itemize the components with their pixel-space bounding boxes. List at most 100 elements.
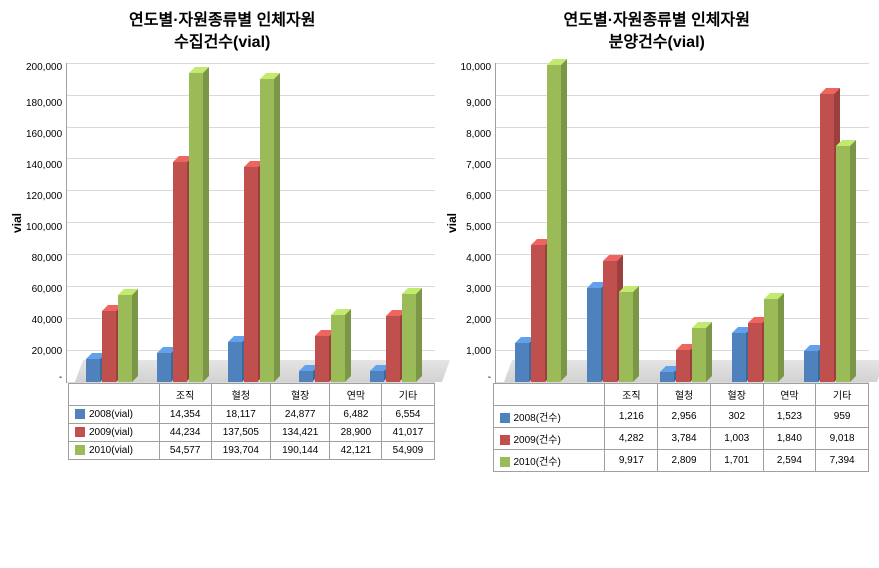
table-cell: 1,216 (605, 405, 658, 427)
bar-front (228, 342, 242, 382)
bar-front (515, 343, 529, 382)
bar (244, 167, 258, 381)
bar-front (386, 316, 400, 381)
bar (692, 328, 706, 382)
bar (619, 292, 633, 382)
bar (587, 288, 601, 382)
table-cell: 18,117 (211, 405, 270, 423)
table-cell: 190,144 (271, 441, 330, 459)
bar-group (215, 63, 286, 382)
table-header: 혈장 (271, 383, 330, 405)
y-tick: 100,000 (26, 223, 62, 233)
table-header: 연막 (330, 383, 382, 405)
chart1-table: 조직혈청혈장연막기타2008(vial)14,35418,11724,8776,… (10, 383, 435, 460)
legend-swatch (75, 445, 85, 455)
table-header: 혈장 (710, 383, 763, 405)
bar-front (402, 294, 416, 382)
table-cell: 28,900 (330, 423, 382, 441)
legend-name: 2010(vial) (89, 445, 133, 456)
y-tick: 8,000 (461, 130, 492, 140)
bar-group (286, 63, 357, 382)
table-cell: 2,956 (658, 405, 711, 427)
bar-front (732, 333, 746, 382)
bar (118, 295, 132, 382)
bar-front (331, 315, 345, 382)
bar-front (370, 371, 384, 381)
chart2-title: 연도별·자원종류별 인체자원분양건수(vial) (564, 10, 750, 55)
bar-group (357, 63, 428, 382)
bar-group (791, 63, 863, 382)
bar (764, 299, 778, 382)
table-cell: 7,394 (816, 449, 869, 471)
y-tick: 5,000 (461, 223, 492, 233)
table-cell: 9,917 (605, 449, 658, 471)
y-tick: 40,000 (26, 316, 62, 326)
table-header: 기타 (816, 383, 869, 405)
bar-front (86, 359, 100, 382)
table-cell: 959 (816, 405, 869, 427)
legend-swatch (500, 413, 510, 423)
legend-cell: 2010(건수) (493, 449, 605, 471)
chart1-plot (66, 63, 434, 383)
y-tick: 3,000 (461, 285, 492, 295)
bar (402, 294, 416, 382)
table-cell: 1,523 (763, 405, 816, 427)
bar-front (189, 73, 203, 382)
bar-side (345, 309, 351, 382)
chart2-table: 조직혈청혈장연막기타2008(건수)1,2162,9563021,5239592… (445, 383, 870, 472)
bar (315, 336, 329, 382)
bar (86, 359, 100, 382)
y-tick: 9,000 (461, 99, 492, 109)
bar (157, 353, 171, 382)
y-tick: 2,000 (461, 316, 492, 326)
bar-front (102, 311, 116, 382)
legend-swatch (500, 457, 510, 467)
y-axis: vial200,000180,000160,000140,000120,0001… (10, 63, 66, 383)
table-cell: 24,877 (271, 405, 330, 423)
bar-side (778, 293, 784, 382)
legend-name: 2008(vial) (89, 409, 133, 420)
y-tick: 140,000 (26, 161, 62, 171)
legend-cell: 2008(건수) (493, 405, 605, 427)
y-ticks: 200,000180,000160,000140,000120,000100,0… (26, 63, 66, 383)
table-row: 2008(건수)1,2162,9563021,523959 (493, 405, 869, 427)
chart2-panel: 연도별·자원종류별 인체자원분양건수(vial)vial10,0009,0008… (445, 10, 870, 472)
y-tick: 1,000 (461, 347, 492, 357)
table-cell: 1,003 (710, 427, 763, 449)
bar (173, 162, 187, 381)
table-cell: 134,421 (271, 423, 330, 441)
data-table: 조직혈청혈장연막기타2008(건수)1,2162,9563021,5239592… (493, 383, 870, 472)
bar (370, 371, 384, 381)
bar (748, 323, 762, 382)
bar-group (73, 63, 144, 382)
bar (102, 311, 116, 382)
bar-side (203, 67, 209, 382)
table-cell: 302 (710, 405, 763, 427)
y-tick: 20,000 (26, 347, 62, 357)
bar (331, 315, 345, 382)
table-cell: 6,482 (330, 405, 382, 423)
bar-side (706, 322, 712, 382)
y-tick: 180,000 (26, 99, 62, 109)
table-cell: 9,018 (816, 427, 869, 449)
bar (547, 65, 561, 381)
table-cell: 4,282 (605, 427, 658, 449)
legend-name: 2009(vial) (89, 427, 133, 438)
bar-front (244, 167, 258, 381)
table-cell: 193,704 (211, 441, 270, 459)
chart2-chart-area: vial10,0009,0008,0007,0006,0005,0004,000… (445, 63, 870, 383)
table-cell: 6,554 (382, 405, 434, 423)
bar-front (748, 323, 762, 382)
table-header-blank (69, 383, 160, 405)
bar-front (315, 336, 329, 382)
bar (804, 351, 818, 382)
bar-front (764, 299, 778, 382)
y-tick: 10,000 (461, 63, 492, 73)
bar (228, 342, 242, 382)
chart1-title: 연도별·자원종류별 인체자원수집건수(vial) (129, 10, 315, 55)
bar-group (646, 63, 718, 382)
legend-name: 2010(건수) (514, 457, 561, 468)
y-tick: 80,000 (26, 254, 62, 264)
bar-groups (67, 63, 434, 382)
chart1-chart-area: vial200,000180,000160,000140,000120,0001… (10, 63, 435, 383)
